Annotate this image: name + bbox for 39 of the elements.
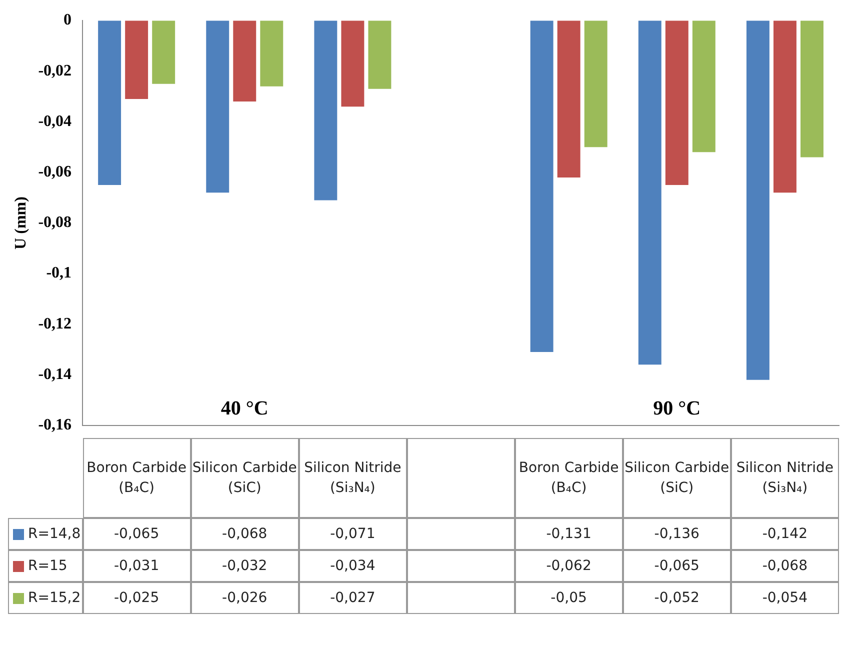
data-label: -0,065	[622, 550, 731, 582]
y-tick-label: -0,1	[46, 264, 72, 282]
data-label: -0,032	[190, 550, 299, 582]
x-tick-label: Silicon Carbide (SiC)	[192, 459, 298, 498]
data-label: -0,071	[298, 518, 407, 550]
x-tick-label: Boron Carbide (B₄C)	[86, 459, 188, 498]
data-label: -0,068	[190, 518, 299, 550]
legend-label: R=15,2	[8, 582, 83, 614]
y-tick-label: -0,02	[38, 62, 72, 80]
x-tick-label: Silicon Carbide (SiC)	[624, 459, 730, 498]
legend-label: R=15	[8, 550, 83, 582]
x-tick-label: Silicon Nitride (Si₃N₄)	[303, 459, 402, 498]
data-label: -0,062	[514, 550, 623, 582]
data-label: -0,054	[730, 582, 839, 614]
y-tick-label: -0,04	[38, 112, 72, 130]
data-label: -0,05	[514, 582, 623, 614]
data-label: -0,068	[730, 550, 839, 582]
y-axis-title: U (mm)	[12, 196, 30, 250]
y-tick-label: -0,16	[38, 416, 72, 434]
legend-label: R=14,8	[8, 518, 83, 550]
data-label: -0,131	[514, 518, 623, 550]
x-tick-label: Boron Carbide (B₄C)	[518, 459, 620, 498]
annotation: 90 °C	[653, 398, 701, 420]
data-label: -0,142	[730, 518, 839, 550]
data-label: -0,034	[298, 550, 407, 582]
data-label: -0,025	[82, 582, 191, 614]
data-label: -0,052	[622, 582, 731, 614]
y-tick-label: -0,06	[38, 164, 72, 181]
y-tick-label: 0	[64, 12, 72, 29]
data-label: -0,065	[82, 518, 191, 550]
y-tick-label: -0,08	[38, 214, 72, 232]
annotation: 40 °C	[220, 398, 268, 420]
y-tick-label: -0,14	[38, 366, 72, 383]
data-label: -0,136	[622, 518, 731, 550]
x-tick-label: Silicon Nitride (Si₃N₄)	[735, 459, 834, 498]
y-tick-label: -0,12	[38, 315, 72, 332]
data-label: -0,027	[298, 582, 407, 614]
data-label: -0,031	[82, 550, 191, 582]
data-label: -0,026	[190, 582, 299, 614]
